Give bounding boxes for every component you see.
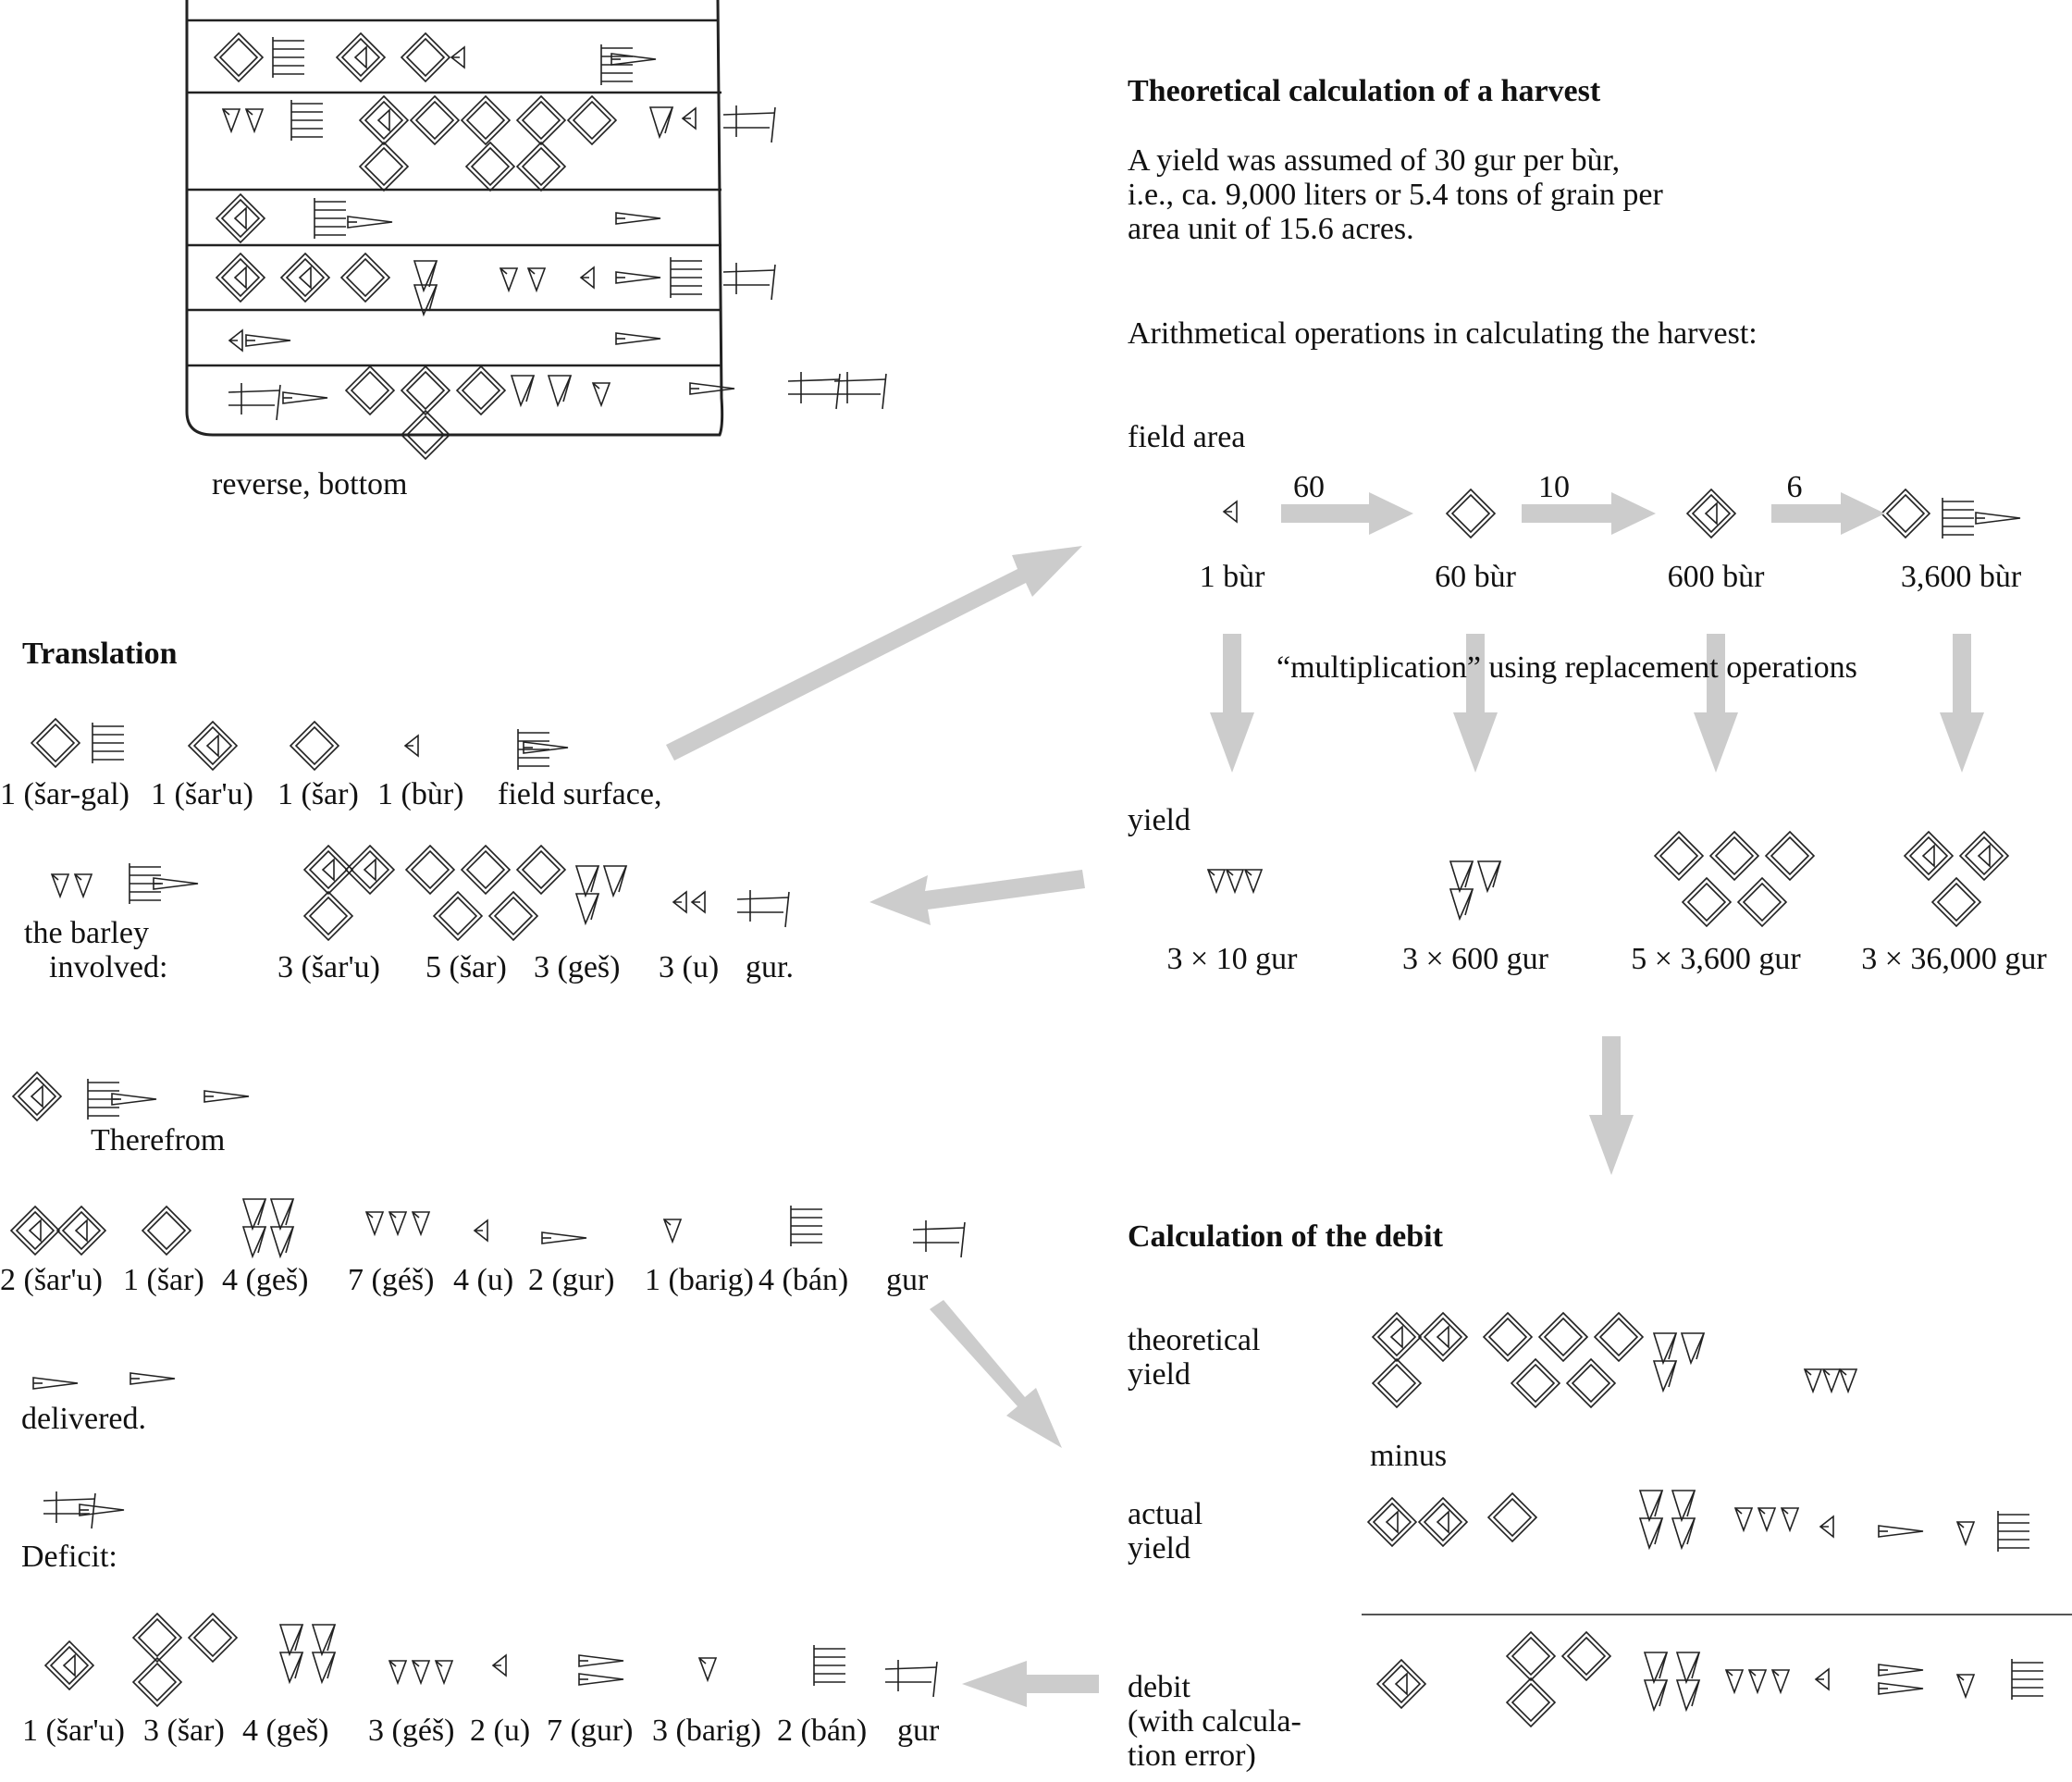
debit-label-line3: tion error) (1128, 1739, 1256, 1773)
translation-signs (10, 718, 966, 1707)
yield-3x36000: 3 × 36,000 gur (1861, 942, 2047, 976)
row3-ges: 4 (geš) (222, 1263, 309, 1297)
row1-sar-gal: 1 (šar-gal) (0, 777, 130, 811)
yield-3x10: 3 × 10 gur (1166, 942, 1298, 976)
yield-3x600: 3 × 600 gur (1402, 942, 1548, 976)
row2-sar: 5 (šar) (426, 950, 507, 984)
row4-ges: 4 (geš) (242, 1714, 329, 1748)
row4-ban: 2 (bán) (777, 1714, 868, 1748)
row4-ges2: 3 (géš) (368, 1714, 455, 1748)
row3-ges2: 7 (géš) (348, 1263, 435, 1297)
factor-6: 6 (1786, 470, 1803, 504)
flow-arrows (666, 492, 1984, 1707)
row3-gur-unit: 2 (gur) (528, 1263, 615, 1297)
operations-label: Arithmetical operations in calculating t… (1128, 316, 1758, 351)
yield-note-line2: i.e., ca. 9,000 liters or 5.4 tons of gr… (1128, 178, 1663, 212)
theoretical-yield-line1: theoretical (1128, 1323, 1261, 1357)
barley-label-line1: the barley (24, 916, 149, 950)
row2-u: 3 (u) (659, 950, 720, 984)
actual-yield-line1: actual (1128, 1497, 1203, 1531)
row3-barig: 1 (barig) (645, 1263, 755, 1297)
row2-ges: 3 (geš) (534, 950, 621, 984)
row4-gur: gur (897, 1714, 940, 1748)
row2-sar-u: 3 (šar'u) (278, 950, 380, 984)
row3-sar: 1 (šar) (123, 1263, 204, 1297)
row1-sar-u: 1 (šar'u) (151, 777, 253, 811)
tablet-caption: reverse, bottom (212, 467, 408, 501)
actual-yield-line2: yield (1128, 1531, 1190, 1565)
debit-label-line2: (with calcula- (1128, 1704, 1301, 1739)
row3-u: 4 (u) (453, 1263, 514, 1297)
row4-barig: 3 (barig) (652, 1714, 762, 1748)
yield-note-line1: A yield was assumed of 30 gur per bùr, (1128, 143, 1621, 178)
row4-sar: 3 (šar) (143, 1714, 225, 1748)
row4-u: 2 (u) (470, 1714, 531, 1748)
row1-sar: 1 (šar) (278, 777, 359, 811)
deficit-label: Deficit: (21, 1540, 117, 1574)
row4-gur-unit: 7 (gur) (547, 1714, 634, 1748)
harvest-heading: Theoretical calculation of a harvest (1128, 74, 1601, 108)
area-600-bur: 600 bùr (1667, 560, 1765, 594)
area-1-bur: 1 bùr (1199, 560, 1265, 594)
field-area-label: field area (1128, 420, 1246, 454)
minus-label: minus (1370, 1439, 1448, 1473)
delivered-label: delivered. (21, 1402, 146, 1436)
row1-field-surface: field surface, (498, 777, 662, 811)
factor-10: 10 (1538, 470, 1570, 504)
debit-heading: Calculation of the debit (1128, 1219, 1443, 1254)
theoretical-yield-line2: yield (1128, 1357, 1190, 1392)
yield-5x3600: 5 × 3,600 gur (1631, 942, 1801, 976)
row3-gur: gur (886, 1263, 929, 1297)
yield-label: yield (1128, 803, 1190, 837)
barley-label-line2: involved: (49, 950, 168, 984)
debit-label-line1: debit (1128, 1670, 1190, 1704)
row2-gur: gur. (746, 950, 794, 984)
therefrom-label: Therefrom (91, 1123, 226, 1157)
multiplication-label: “multiplication” using replacement opera… (1276, 650, 1857, 685)
area-3600-bur: 3,600 bùr (1900, 560, 2022, 594)
row3-sar-u: 2 (šar'u) (0, 1263, 103, 1297)
area-60-bur: 60 bùr (1435, 560, 1516, 594)
factor-60: 60 (1293, 470, 1325, 504)
row4-sar-u: 1 (šar'u) (22, 1714, 125, 1748)
yield-note-line3: area unit of 15.6 acres. (1128, 212, 1414, 246)
translation-heading: Translation (22, 637, 178, 671)
tablet-drawing (185, 0, 887, 460)
row1-bur: 1 (bùr) (377, 777, 464, 811)
row3-ban: 4 (bán) (758, 1263, 849, 1297)
